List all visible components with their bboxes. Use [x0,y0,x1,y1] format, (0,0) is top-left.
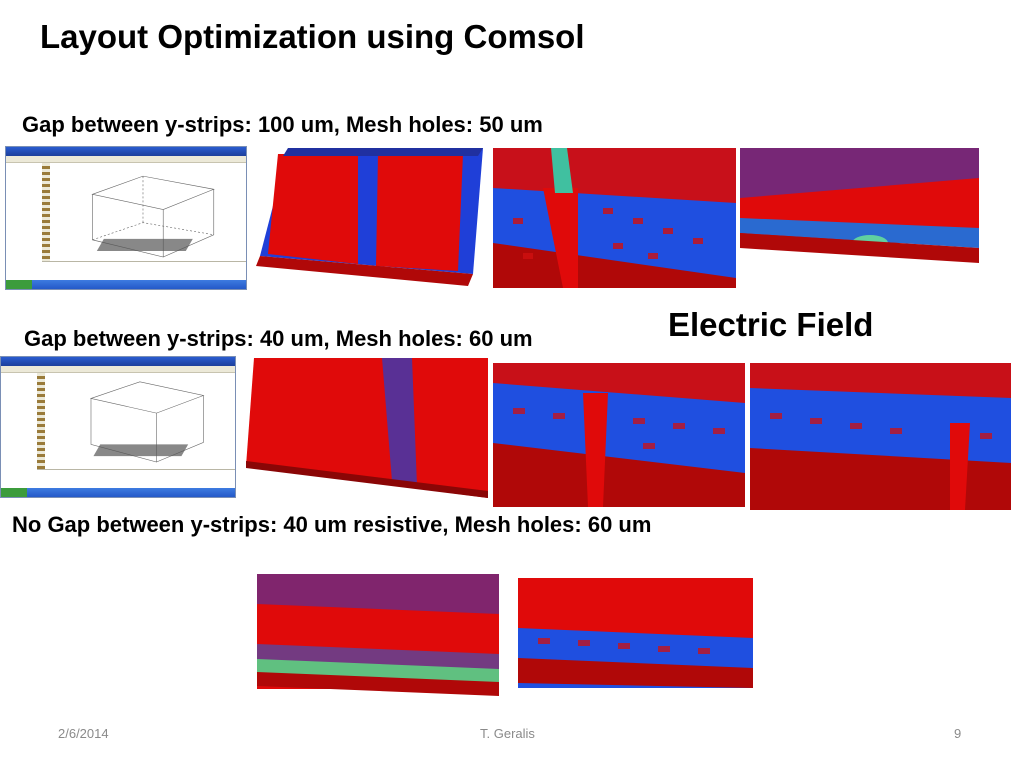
field-image-row2-b [493,363,745,507]
comsol-window-screenshot-2 [0,356,236,498]
footer-date: 2/6/2014 [58,726,109,741]
slide-title: Layout Optimization using Comsol [40,18,585,55]
field-image-row1-a [248,146,488,290]
field-image-row2-c [750,363,1011,510]
caption-row-1: Gap between y-strips: 100 um, Mesh holes… [22,112,543,137]
footer-page-number: 9 [954,726,962,741]
footer-author: T. Geralis [480,726,535,741]
caption-row-3: No Gap between y-strips: 40 um resistive… [12,512,652,537]
mesh-geometry-drawing [89,381,205,463]
mesh-geometry-drawing [91,175,215,258]
field-image-row1-b [493,148,736,288]
field-image-row3-a [257,574,499,714]
field-image-row3-b [518,578,753,714]
caption-row-2: Gap between y-strips: 40 um, Mesh holes:… [24,326,533,351]
comsol-window-screenshot-1 [5,146,247,290]
electric-field-label: Electric Field [668,306,874,343]
field-image-row1-c [740,148,979,286]
field-image-row2-a [242,356,490,500]
